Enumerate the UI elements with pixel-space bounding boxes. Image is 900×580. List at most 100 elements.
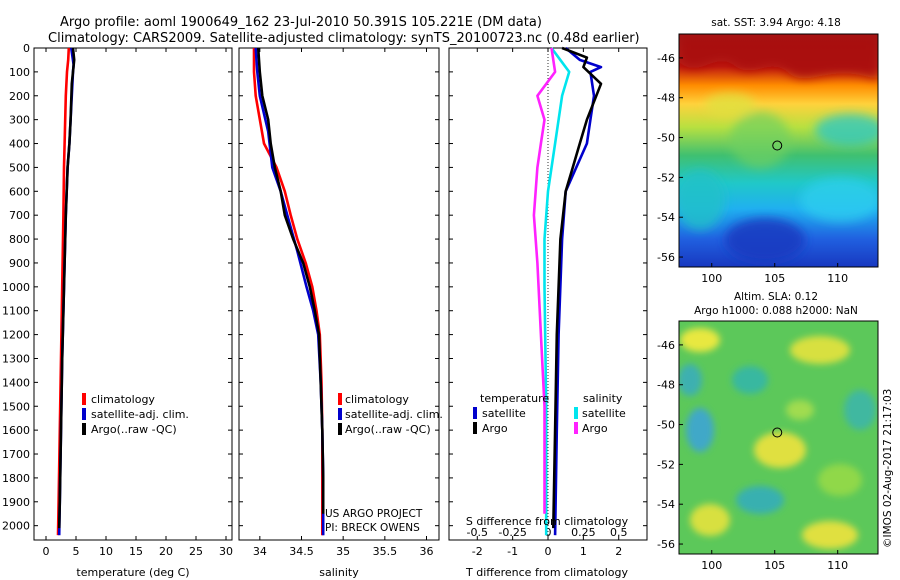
lat-tick-label: -56	[657, 251, 675, 264]
sla-map-title: Altim. SLA: 0.12	[734, 291, 818, 303]
legend-sat-t-swatch	[473, 407, 477, 419]
depth-tick-label: 1600	[2, 424, 30, 437]
legend-sat-s-swatch	[574, 407, 578, 419]
depth-tick-label: 0	[23, 42, 30, 55]
difference-legend: temperature salinity satellite Argo sate…	[473, 392, 626, 435]
sst-map-panel: sat. SST: 3.94 Argo: 4.18 100 105 110 -46-…	[657, 17, 879, 285]
lon-tick-label: 100	[701, 272, 722, 285]
argo-position-marker-sla	[772, 427, 783, 438]
t-difference-ticks: -2 -1 0 1 2	[472, 48, 622, 558]
temperature-axes-box	[33, 47, 233, 541]
depth-tick-label: 900	[9, 257, 30, 270]
sal-legend-satellite-swatch	[338, 408, 342, 420]
lat-tick-label: -50	[657, 419, 675, 432]
title-line-1: Argo profile: aoml 1900649_162 23-Jul-20…	[60, 15, 542, 30]
lat-tick-label: -46	[657, 52, 675, 65]
argo-position-marker	[772, 140, 783, 151]
legend-satellite-label: satellite-adj. clim.	[91, 408, 189, 421]
lon-tick-label: 100	[701, 559, 722, 572]
sst-map-title: sat. SST: 3.94 Argo: 4.18	[711, 17, 841, 29]
salinity-legend: climatology satellite-adj. clim. Argo(..…	[338, 393, 443, 436]
x-tick-label: 36	[420, 545, 434, 558]
s-difference-tick-label: 0.5	[610, 526, 628, 539]
legend-salinity-title: salinity	[583, 392, 623, 405]
depth-tick-label: 1400	[2, 376, 30, 389]
series-line-salinity-argo	[532, 47, 557, 514]
x-tick-label: 15	[129, 545, 143, 558]
t-difference-axis-label: T difference from climatology	[465, 566, 628, 579]
sla-map-panel: Altim. SLA: 0.12 Argo h1000: 0.088 h2000…	[657, 291, 879, 572]
depth-tick-label: 300	[9, 114, 30, 127]
depth-tick-label: 100	[9, 66, 30, 79]
x-tick-label: 10	[99, 545, 113, 558]
x-tick-label: 20	[159, 545, 173, 558]
salinity-axis-ticks: 34 34.5 35 35.5 36	[253, 48, 434, 558]
sst-longitude-ticks: 100 105 110	[701, 263, 848, 285]
sla-latitude-ticks: -46 -48 -50 -52 -54 -56	[657, 339, 683, 551]
x-tick-label: 5	[73, 545, 80, 558]
s-difference-ticks: -0.5 -0.25 0 0.25 0.5	[467, 526, 628, 539]
sal-legend-climatology-label: climatology	[345, 393, 409, 406]
lat-tick-label: -50	[657, 132, 675, 145]
depth-tick-label: 1900	[2, 496, 30, 509]
legend-argo-t-label: Argo	[482, 422, 508, 435]
sal-legend-argo-swatch	[338, 423, 342, 435]
legend-temperature-title: temperature	[480, 392, 549, 405]
temperature-series	[56, 47, 76, 536]
lat-tick-label: -52	[657, 458, 675, 471]
legend-argo-s-swatch	[574, 422, 578, 434]
depth-tick-label: 500	[9, 161, 30, 174]
sla-longitude-ticks: 100 105 110	[701, 550, 848, 572]
salinity-profile-panel: 34 34.5 35 35.5 36 salinity climatology sate…	[238, 47, 443, 579]
x-tick-label: 34	[253, 545, 267, 558]
sst-heatmap	[679, 34, 878, 267]
imos-stamp: ©IMOS 02-Aug-2017 21:17:03	[882, 389, 894, 548]
lat-tick-label: -54	[657, 211, 675, 224]
legend-climatology-swatch	[82, 393, 86, 405]
x-tick-label: 35	[336, 545, 350, 558]
sal-legend-satellite-label: satellite-adj. clim.	[345, 408, 443, 421]
depth-tick-label: 1800	[2, 472, 30, 485]
sla-map-subtitle: Argo h1000: 0.088 h2000: NaN	[694, 305, 858, 317]
salinity-axes-box	[238, 47, 440, 541]
lon-tick-label: 105	[764, 559, 785, 572]
temperature-axis-label: temperature (deg C)	[76, 566, 189, 579]
depth-tick-label: 200	[9, 90, 30, 103]
lon-tick-label: 105	[764, 272, 785, 285]
legend-climatology-label: climatology	[91, 393, 155, 406]
project-credit: US ARGO PROJECT	[325, 508, 423, 520]
difference-depth-ticks	[449, 47, 647, 527]
sst-latitude-ticks: -46 -48 -50 -52 -54 -56	[657, 52, 683, 264]
depth-tick-label: 1300	[2, 352, 30, 365]
depth-tick-label: 700	[9, 209, 30, 222]
x-tick-label: 25	[189, 545, 203, 558]
lat-tick-label: -54	[657, 498, 675, 511]
depth-tick-label: 2000	[2, 520, 30, 533]
depth-tick-label: 1100	[2, 305, 30, 318]
lon-tick-label: 110	[827, 559, 848, 572]
depth-tick-label: 600	[9, 185, 30, 198]
x-tick-label: 30	[219, 545, 233, 558]
sal-legend-argo-label: Argo(..raw -QC)	[345, 423, 431, 436]
x-tick-label: 1	[580, 545, 587, 558]
salinity-axis-label: salinity	[319, 566, 359, 579]
difference-series	[532, 46, 603, 536]
x-tick-label: 0	[545, 545, 552, 558]
s-difference-tick-label: -0.25	[498, 526, 526, 539]
depth-tick-label: 400	[9, 138, 30, 151]
sla-heatmap	[679, 321, 878, 554]
x-tick-label: 0	[43, 545, 50, 558]
depth-tick-label: 1200	[2, 329, 30, 342]
s-difference-tick-label: 0	[545, 526, 552, 539]
legend-argo-swatch	[82, 423, 86, 435]
sal-legend-climatology-swatch	[338, 393, 342, 405]
depth-tick-label: 1700	[2, 448, 30, 461]
temperature-legend: climatology satellite-adj. clim. Argo(..…	[82, 393, 189, 436]
temperature-axis-ticks: 0 5 10 15 20 25 30	[43, 48, 233, 558]
lat-tick-label: -48	[657, 92, 675, 105]
legend-argo-label: Argo(..raw -QC)	[91, 423, 177, 436]
series-line-temperature-satellite	[553, 47, 603, 536]
s-difference-tick-label: 0.25	[571, 526, 596, 539]
